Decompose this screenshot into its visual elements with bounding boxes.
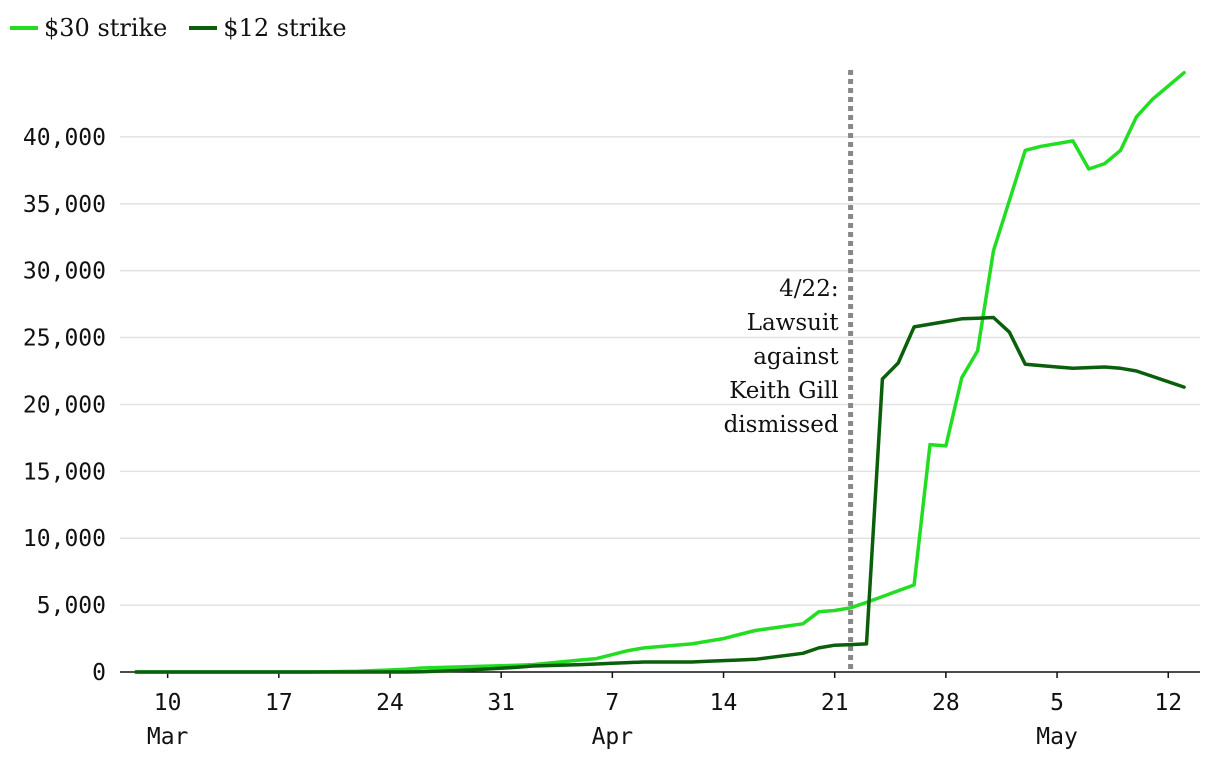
annotation-text: dismissed	[724, 412, 839, 438]
annotation-text: 4/22:	[779, 276, 838, 302]
y-tick-label: 20,000	[23, 392, 106, 418]
x-tick-label: 12	[1154, 690, 1182, 716]
x-month-label: Apr	[592, 724, 634, 750]
y-tick-label: 35,000	[23, 192, 106, 218]
chart-legend: $30 strike $12 strike	[10, 14, 347, 42]
legend-swatch-30-strike	[10, 26, 38, 30]
x-tick-label: 5	[1050, 690, 1064, 716]
series-line-12-strike	[134, 315, 1186, 674]
legend-item-30-strike[interactable]: $30 strike	[10, 14, 167, 42]
annotation-text: against	[753, 344, 839, 370]
x-tick-label: 24	[376, 690, 404, 716]
x-month-label: May	[1036, 724, 1078, 750]
y-tick-label: 10,000	[23, 526, 106, 552]
x-tick-label: 21	[821, 690, 849, 716]
legend-item-12-strike[interactable]: $12 strike	[189, 14, 347, 42]
x-tick-label: 10	[154, 690, 182, 716]
x-tick-label: 17	[265, 690, 293, 716]
y-tick-label: 40,000	[23, 125, 106, 151]
x-tick-label: 31	[487, 690, 515, 716]
y-tick-label: 25,000	[23, 326, 106, 352]
y-tick-label: 0	[92, 660, 106, 686]
legend-label-30-strike: $30 strike	[44, 14, 168, 42]
annotation-text: Lawsuit	[747, 310, 840, 336]
x-month-label: Mar	[147, 724, 189, 750]
legend-swatch-12-strike	[189, 26, 218, 30]
series-line-30-strike	[134, 70, 1186, 674]
y-tick-label: 30,000	[23, 259, 106, 285]
y-tick-label: 15,000	[23, 459, 106, 485]
x-tick-label: 7	[605, 690, 619, 716]
legend-label-12-strike: $12 strike	[223, 14, 347, 42]
y-tick-label: 5,000	[37, 593, 106, 619]
annotation-text: Keith Gill	[729, 378, 838, 404]
x-tick-label: 14	[710, 690, 738, 716]
x-tick-label: 28	[932, 690, 960, 716]
